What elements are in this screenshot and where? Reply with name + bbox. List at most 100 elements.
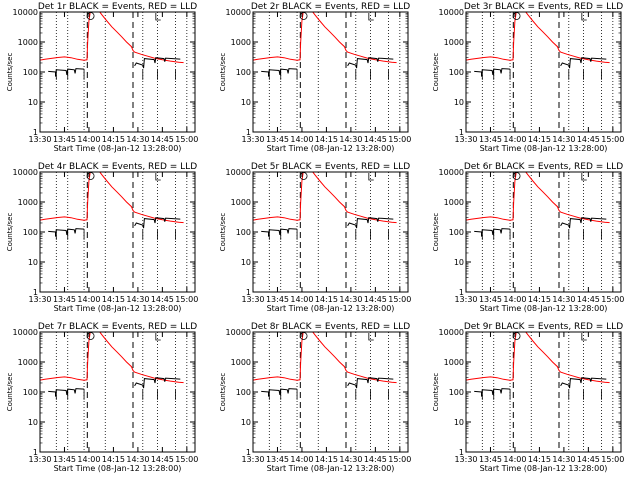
y-tick-label: 100	[23, 228, 38, 237]
lld-series-line	[466, 12, 610, 64]
x-tick-label: 15:00	[601, 135, 624, 144]
plot-frame	[39, 331, 196, 453]
marker-bracket-icon	[581, 173, 587, 181]
y-tick-label: 1000	[231, 198, 251, 207]
x-tick-label: 14:15	[315, 135, 338, 144]
x-axis-label: Start Time (08-Jan-12 13:28:00)	[267, 144, 395, 153]
y-tick-label: 10	[28, 418, 38, 427]
x-tick-label: 13:30	[241, 295, 264, 304]
panel-det-9r: Det 9r BLACK = Events, RED = LLD 1 10 100 10…	[432, 322, 624, 473]
marker-circle-icon	[512, 172, 521, 180]
x-tick-label: 14:45	[364, 295, 387, 304]
y-tick-label: 1	[33, 288, 38, 297]
x-tick-label: 13:30	[454, 295, 477, 304]
panel-det-3r: Det 3r BLACK = Events, RED = LLD 1 10 100 10…	[432, 2, 624, 153]
x-axis-label: Start Time (08-Jan-12 13:28:00)	[54, 144, 182, 153]
events-series-line	[560, 57, 607, 69]
y-tick-label: 1	[33, 128, 38, 137]
y-tick-label: 10	[454, 98, 464, 107]
x-tick-label: 14:30	[339, 135, 362, 144]
panel-det-8r: Det 8r BLACK = Events, RED = LLD 1 10 100 10…	[219, 322, 411, 473]
x-tick-label: 14:30	[339, 455, 362, 464]
events-series-line	[347, 57, 394, 69]
x-tick-label: 14:30	[126, 455, 149, 464]
panel-title: Det 8r BLACK = Events, RED = LLD	[251, 322, 410, 332]
marker-bracket-icon	[368, 333, 374, 341]
y-tick-label: 1	[459, 448, 464, 457]
y-tick-label: 10000	[13, 168, 38, 177]
x-tick-label: 14:15	[102, 455, 125, 464]
x-tick-label: 14:15	[102, 295, 125, 304]
marker-bracket-icon	[155, 13, 161, 21]
y-tick-label: 10	[241, 258, 251, 267]
x-tick-label: 14:00	[503, 455, 526, 464]
marker-bracket-icon	[368, 173, 374, 181]
y-axis-label: Counts/sec	[6, 373, 14, 412]
lld-series-line	[466, 172, 610, 224]
x-tick-label: 15:00	[175, 295, 198, 304]
marker-bracket-icon	[368, 13, 374, 21]
events-series-line	[48, 68, 85, 77]
x-axis-label: Start Time (08-Jan-12 13:28:00)	[480, 464, 608, 473]
events-series-line	[560, 377, 607, 389]
y-tick-label: 10000	[226, 8, 251, 17]
y-tick-label: 1	[33, 448, 38, 457]
marker-circle-icon	[512, 12, 521, 20]
events-series-line	[347, 377, 394, 389]
x-tick-label: 14:15	[528, 135, 551, 144]
y-tick-label: 10	[28, 258, 38, 267]
y-axis-label: Counts/sec	[219, 213, 227, 252]
marker-circle-icon	[86, 332, 95, 340]
panel-title: Det 5r BLACK = Events, RED = LLD	[251, 162, 410, 172]
x-tick-label: 13:30	[28, 455, 51, 464]
x-tick-label: 13:45	[266, 295, 289, 304]
x-tick-label: 14:15	[528, 455, 551, 464]
panel-det-7r: Det 7r BLACK = Events, RED = LLD 1 10 100 10…	[6, 322, 198, 473]
y-tick-label: 10	[241, 418, 251, 427]
x-tick-label: 14:15	[315, 295, 338, 304]
x-tick-label: 13:45	[479, 295, 502, 304]
x-tick-label: 14:45	[577, 295, 600, 304]
x-tick-label: 14:00	[290, 135, 313, 144]
x-tick-label: 13:30	[28, 135, 51, 144]
plot-frame	[465, 171, 622, 293]
x-tick-label: 14:30	[552, 455, 575, 464]
y-tick-label: 10000	[439, 168, 464, 177]
x-tick-label: 13:45	[479, 135, 502, 144]
y-tick-label: 10000	[226, 328, 251, 337]
x-tick-label: 13:45	[53, 455, 76, 464]
x-tick-label: 15:00	[601, 455, 624, 464]
y-tick-label: 1000	[444, 358, 464, 367]
marker-bracket-icon	[581, 333, 587, 341]
events-series-line	[474, 68, 511, 77]
y-tick-label: 10000	[439, 328, 464, 337]
x-tick-label: 14:45	[577, 455, 600, 464]
panel-title: Det 1r BLACK = Events, RED = LLD	[38, 2, 197, 12]
marker-bracket-icon	[155, 333, 161, 341]
y-tick-label: 100	[449, 68, 464, 77]
y-tick-label: 1	[459, 288, 464, 297]
panel-det-2r: Det 2r BLACK = Events, RED = LLD 1 10 100 10…	[219, 2, 411, 153]
y-tick-label: 1000	[18, 358, 38, 367]
panel-title: Det 9r BLACK = Events, RED = LLD	[464, 322, 623, 332]
events-series-line	[261, 388, 298, 397]
marker-circle-icon	[299, 332, 308, 340]
y-tick-label: 1	[459, 128, 464, 137]
x-tick-label: 14:15	[102, 135, 125, 144]
lld-series-line	[40, 12, 184, 64]
y-axis-label: Counts/sec	[6, 53, 14, 92]
x-tick-label: 14:00	[503, 135, 526, 144]
marker-circle-icon	[512, 332, 521, 340]
x-tick-label: 15:00	[175, 135, 198, 144]
x-axis-label: Start Time (08-Jan-12 13:28:00)	[480, 144, 608, 153]
lld-series-line	[253, 12, 397, 64]
y-tick-label: 100	[449, 388, 464, 397]
y-axis-label: Counts/sec	[432, 373, 440, 412]
x-tick-label: 14:30	[126, 295, 149, 304]
plot-frame	[465, 331, 622, 453]
lld-series-line	[40, 172, 184, 224]
x-tick-label: 14:30	[339, 295, 362, 304]
y-tick-label: 1000	[18, 198, 38, 207]
x-tick-label: 15:00	[388, 135, 411, 144]
